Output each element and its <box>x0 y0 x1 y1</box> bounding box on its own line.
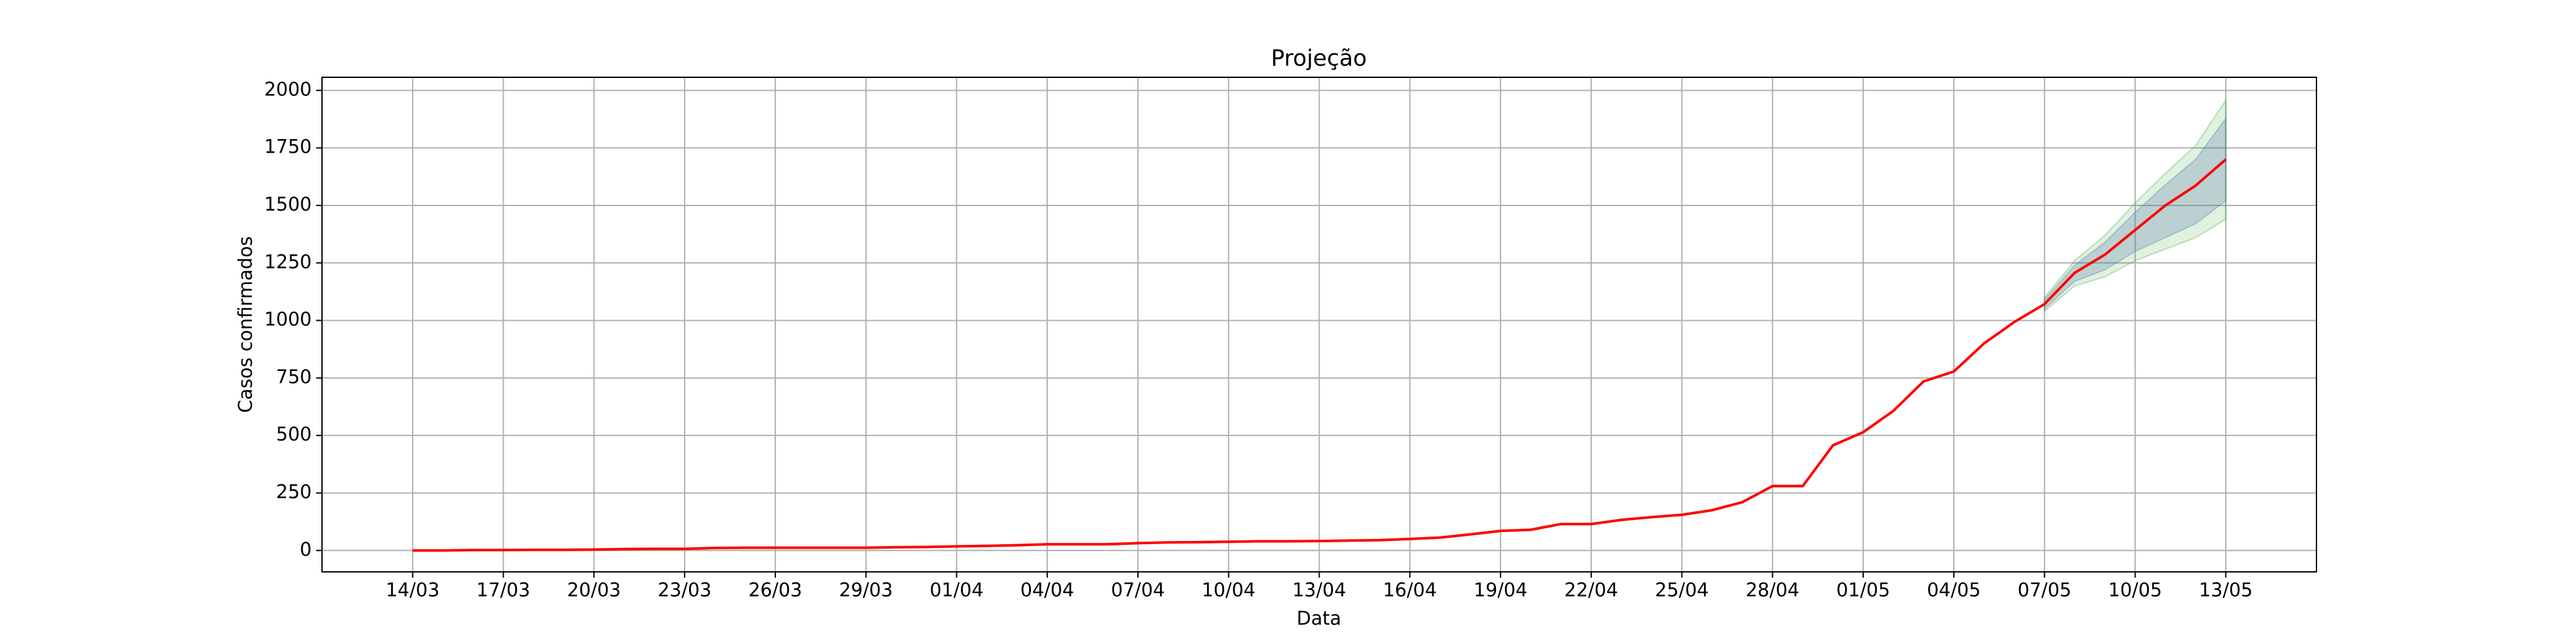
x-tick-label: 10/05 <box>2108 579 2163 601</box>
x-tick-label: 28/04 <box>1746 579 1800 601</box>
x-tick-label: 29/03 <box>839 579 893 601</box>
x-tick-label: 01/05 <box>1836 579 1890 601</box>
plot-frame <box>321 77 2317 573</box>
x-tick-label: 01/04 <box>930 579 984 601</box>
confidence-band <box>2043 116 2227 310</box>
x-tick-label: 07/05 <box>2018 579 2072 601</box>
x-tick-label: 23/03 <box>658 579 712 601</box>
chart-title: Projeção <box>1271 46 1367 71</box>
x-tick-label: 20/03 <box>567 579 621 601</box>
x-tick-label: 13/05 <box>2199 579 2253 601</box>
y-tick-label: 1000 <box>264 308 312 330</box>
y-tick-label: 500 <box>276 423 312 445</box>
x-tick-label: 10/04 <box>1202 579 1256 601</box>
x-tick-label: 16/04 <box>1383 579 1437 601</box>
x-tick-label: 04/05 <box>1927 579 1981 601</box>
y-tick-label: 2000 <box>264 78 312 100</box>
y-tick-label: 0 <box>300 538 312 560</box>
x-tick-label: 19/04 <box>1473 579 1528 601</box>
y-tick-label: 1750 <box>264 136 312 158</box>
x-tick-label: 17/03 <box>477 579 531 601</box>
x-tick-label: 26/03 <box>748 579 802 601</box>
x-tick-label: 04/04 <box>1020 579 1074 601</box>
x-tick-label: 14/03 <box>386 579 440 601</box>
y-tick-label: 1500 <box>264 193 312 215</box>
confidence-band <box>2043 98 2227 313</box>
x-axis-label: Data <box>1296 607 1341 629</box>
x-tick-label: 22/04 <box>1564 579 1618 601</box>
y-tick-label: 1250 <box>264 251 312 272</box>
y-tick-label: 250 <box>276 480 312 502</box>
x-tick-label: 13/04 <box>1293 579 1347 601</box>
x-tick-label: 07/04 <box>1111 579 1165 601</box>
data-line <box>412 158 2227 552</box>
y-tick-label: 750 <box>276 366 312 388</box>
x-tick-label: 25/04 <box>1655 579 1709 601</box>
y-axis-label: Casos confirmados <box>234 236 256 413</box>
